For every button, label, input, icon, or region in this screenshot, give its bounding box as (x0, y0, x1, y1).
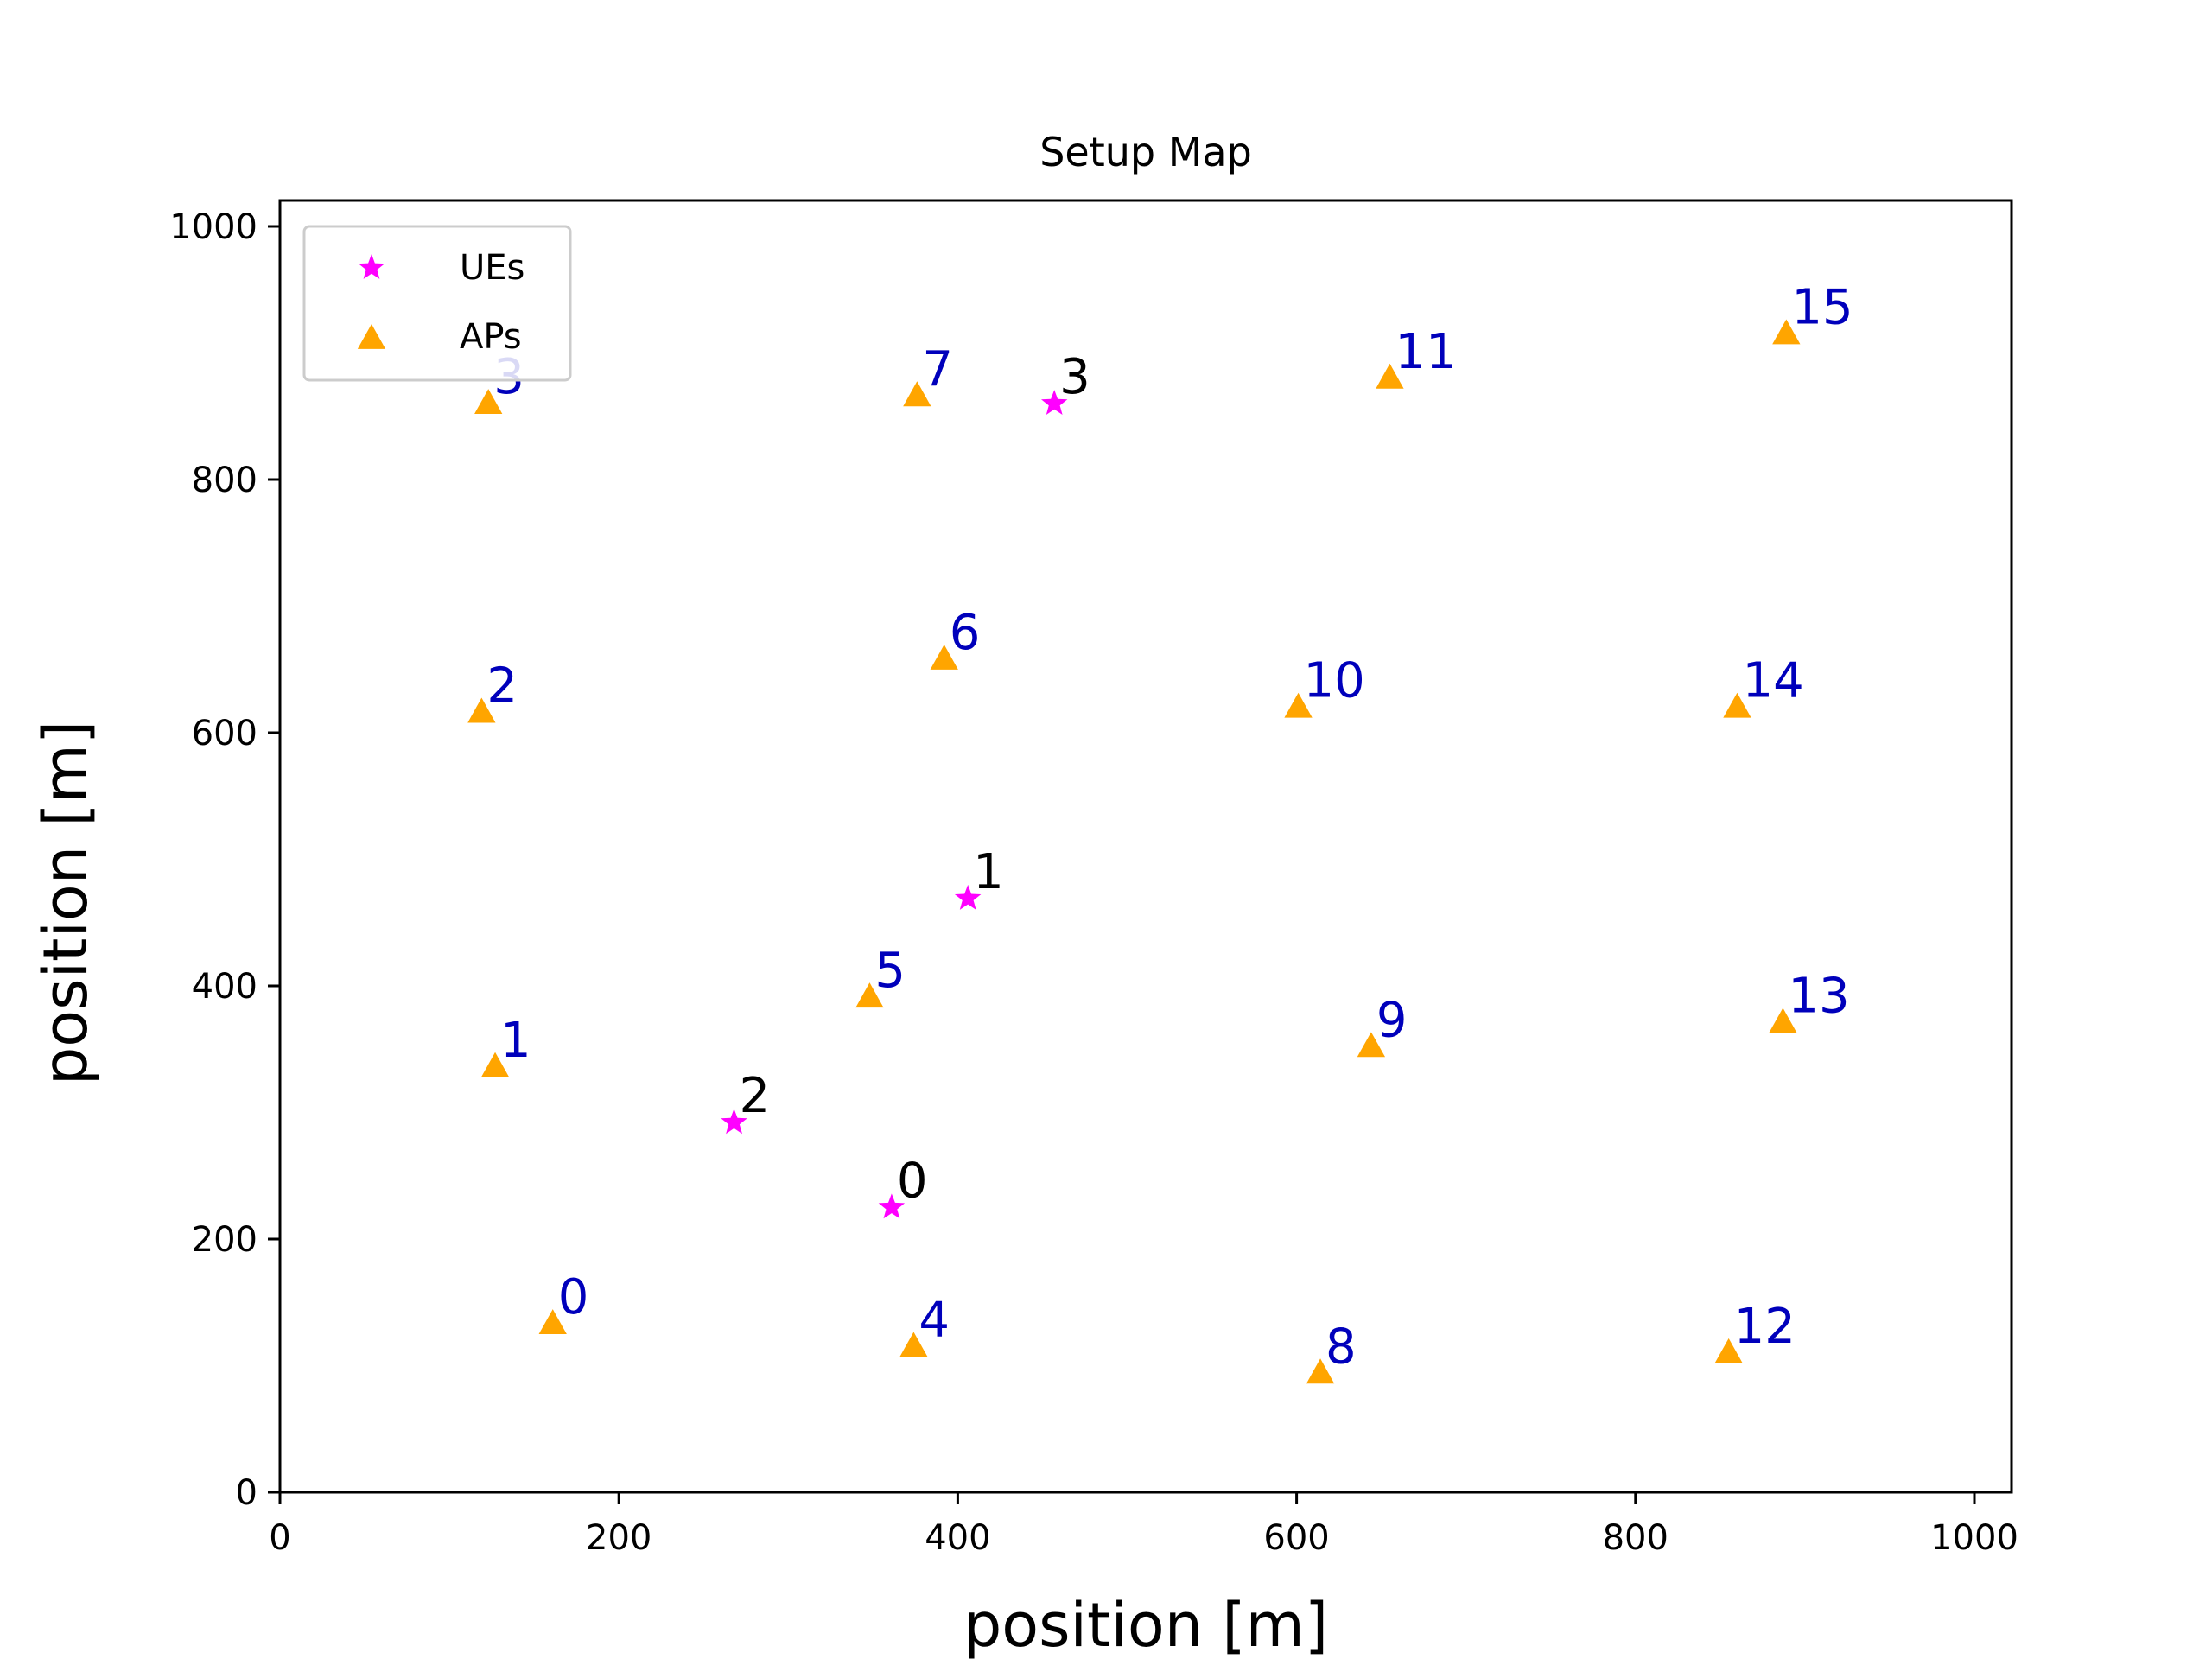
ap-point-11 (1376, 363, 1404, 389)
y-tick-label: 1000 (169, 207, 257, 247)
x-tick-label: 600 (1263, 1518, 1329, 1558)
x-tick-label: 0 (269, 1518, 290, 1558)
ap-point-2 (467, 697, 496, 723)
ap-point-14 (1723, 692, 1751, 718)
ap-point-6 (930, 645, 958, 670)
ap-label-13: 13 (1788, 968, 1849, 1024)
x-tick-label: 800 (1603, 1518, 1669, 1558)
ue-label-2: 2 (740, 1068, 771, 1124)
y-tick-label: 400 (192, 967, 257, 1007)
ap-label-5: 5 (874, 943, 906, 999)
ap-point-5 (855, 982, 884, 1008)
x-tick-label: 1000 (1930, 1518, 2018, 1558)
y-axis: 0 200 400 600 800 1000 (169, 207, 280, 1513)
ap-point-4 (899, 1332, 928, 1357)
ue-label-1: 1 (973, 844, 1004, 900)
ap-label-11: 11 (1395, 324, 1456, 380)
ap-point-0 (538, 1309, 567, 1335)
legend-label-aps: APs (460, 317, 522, 357)
x-axis: 0 200 400 600 800 1000 (269, 1492, 2018, 1558)
ue-label-0: 0 (897, 1153, 928, 1209)
ue-point-0 (878, 1193, 906, 1219)
y-tick-label: 0 (236, 1473, 257, 1513)
ap-point-3 (474, 389, 503, 414)
ap-label-8: 8 (1325, 1319, 1357, 1375)
ap-label-9: 9 (1376, 992, 1408, 1048)
ap-label-1: 1 (500, 1013, 531, 1069)
plot-frame (278, 199, 2013, 1494)
ap-label-4: 4 (918, 1293, 950, 1349)
ue-label-3: 3 (1059, 349, 1090, 405)
y-axis-title: position [m] (30, 721, 101, 1085)
legend-aps-triangle-icon (357, 324, 386, 349)
ap-point-7 (903, 381, 931, 407)
ap-label-10: 10 (1304, 653, 1365, 709)
ap-label-14: 14 (1742, 653, 1803, 709)
ap-point-12 (1714, 1338, 1743, 1363)
points-layer: 01230123456789101112131415 (467, 280, 1853, 1384)
x-axis-title: position [m] (963, 1590, 1328, 1659)
ap-label-15: 15 (1791, 280, 1853, 336)
y-tick-label: 800 (192, 461, 257, 500)
ap-point-9 (1357, 1032, 1386, 1058)
ap-point-15 (1772, 319, 1801, 345)
ap-label-7: 7 (922, 341, 953, 397)
ap-point-13 (1769, 1007, 1797, 1033)
legend-box (302, 225, 572, 382)
y-tick-label: 200 (192, 1220, 257, 1260)
ap-label-6: 6 (950, 605, 981, 661)
ap-label-12: 12 (1734, 1299, 1796, 1355)
ap-point-1 (480, 1052, 510, 1077)
ap-point-8 (1306, 1358, 1335, 1384)
ap-point-10 (1284, 692, 1313, 718)
chart-title: Setup Map (1039, 129, 1252, 175)
x-tick-label: 200 (586, 1518, 652, 1558)
ue-point-2 (721, 1109, 747, 1135)
ap-label-2: 2 (486, 658, 518, 715)
y-tick-label: 600 (192, 714, 257, 753)
legend: UEs APs (302, 225, 572, 382)
legend-label-ues: UEs (460, 248, 524, 288)
x-tick-label: 400 (925, 1518, 990, 1558)
ue-point-3 (1041, 390, 1068, 415)
ap-label-0: 0 (558, 1269, 589, 1325)
ue-point-1 (954, 884, 982, 910)
legend-ues-star-icon (358, 254, 385, 279)
